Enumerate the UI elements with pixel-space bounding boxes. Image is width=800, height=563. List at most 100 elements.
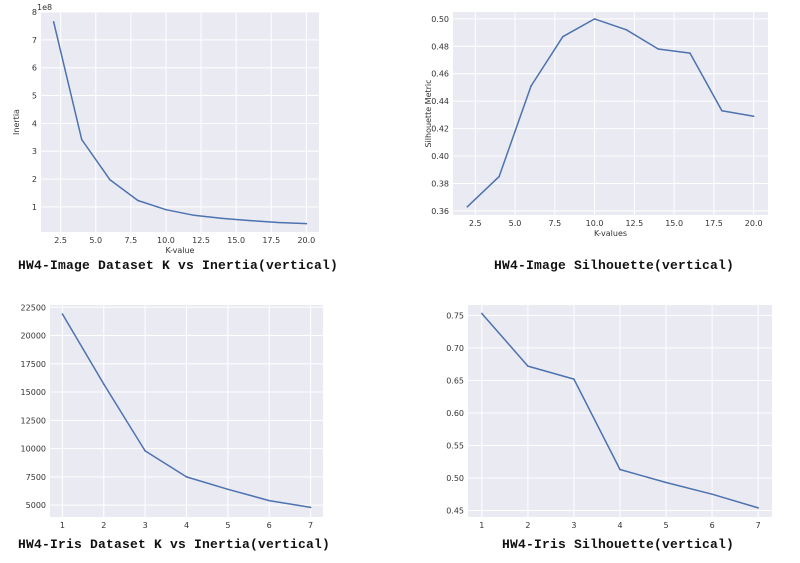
x-tick-label: 20.0 (745, 219, 763, 228)
x-tick-label: 7 (308, 521, 313, 530)
y-tick-label: 2 (32, 175, 37, 184)
data-point (665, 481, 667, 484)
data-point (61, 313, 64, 315)
x-tick-label: 3 (143, 521, 148, 530)
y-tick-label: 0.70 (446, 344, 464, 353)
x-tick-label: 7.5 (124, 236, 137, 245)
series-line (52, 21, 307, 225)
x-tick-label: 4 (184, 521, 189, 530)
y-tick-label: 5000 (26, 501, 46, 510)
x-tick-label: 15.0 (665, 219, 683, 228)
data-point (573, 378, 575, 380)
y-tick-label: 3 (32, 147, 37, 156)
data-point (80, 138, 83, 141)
plot-area (41, 12, 319, 232)
y-tick-label: 0.44 (431, 97, 449, 106)
chart-panel-iris-silhouette: 1 2 3 4 5 6 7 0.45 0.50 0.55 0.60 0.65 0.70 0.75 (400, 290, 800, 540)
chart-iris-inertia: 1 2 3 4 5 6 7 5000 7500 10000 12500 15000 17500 20000… (21, 303, 323, 530)
data-point (657, 48, 660, 50)
data-point (165, 208, 167, 211)
data-point (137, 199, 139, 202)
data-point (689, 52, 691, 54)
y-tick-label: 0.38 (431, 179, 449, 188)
data-point (625, 29, 628, 31)
x-tick-label: 7 (756, 521, 761, 530)
y-tick-label: 6 (32, 64, 37, 73)
data-point (193, 214, 195, 217)
data-point (561, 35, 564, 38)
data-point (530, 85, 532, 87)
y-tick-label: 0.55 (446, 441, 464, 450)
data-point (309, 506, 312, 509)
x-tick-label: 17.5 (262, 236, 280, 245)
data-point (221, 217, 223, 220)
x-tick-label: 5.0 (509, 219, 522, 228)
chart-panel-image-silhouette: 2.5 5.0 7.5 10.0 12.5 15.0 17.5 20.0 0.36 0.38 0.4… (400, 0, 800, 280)
caption-image-silhouette: HW4-Image Silhouette(vertical) (494, 258, 735, 273)
y-tick-label: 22500 (21, 303, 46, 312)
data-point (305, 222, 308, 225)
y-tick-label: 0.65 (446, 376, 464, 385)
x-tick-label: 17.5 (705, 219, 723, 228)
x-axis-label: K-value (166, 246, 195, 255)
y-offset-text: 1e8 (37, 3, 52, 12)
x-tick-label: 10.0 (157, 236, 175, 245)
x-axis-label: K-values (594, 229, 627, 238)
data-point (527, 365, 529, 367)
y-axis-label: Silhouette Metric (424, 79, 433, 147)
y-tick-label: 5 (32, 92, 37, 101)
data-point (277, 221, 280, 224)
chart-panel-iris-inertia: 1 2 3 4 5 6 7 5000 7500 10000 12500 15000 17500 20000… (0, 290, 400, 540)
x-tick-label: 7.5 (548, 219, 561, 228)
x-tick-label: 2 (525, 521, 530, 530)
data-point (757, 507, 759, 509)
y-tick-label: 0.36 (431, 207, 449, 216)
x-tick-label: 10.0 (586, 219, 604, 228)
data-point (108, 178, 111, 181)
chart-panel-image-inertia: 2.5 5.0 7.5 10.0 12.5 15.0 17.5 20.0 1 2 3 4 5 6 7 8 K-v… (0, 0, 400, 280)
data-point (268, 499, 271, 502)
x-tick-label: 5.0 (89, 236, 102, 245)
chart-image-silhouette: 2.5 5.0 7.5 10.0 12.5 15.0 17.5 20.0 0.36 0.38 0.4… (424, 12, 768, 238)
y-tick-label: 0.75 (446, 311, 464, 320)
y-tick-label: 7500 (26, 473, 46, 482)
y-tick-label: 8 (32, 8, 37, 17)
x-tick-label: 6 (267, 521, 272, 530)
data-point (185, 476, 188, 478)
series-line (466, 18, 754, 208)
x-tick-label: 1 (479, 521, 484, 530)
y-tick-label: 15000 (21, 388, 46, 397)
x-tick-label: 12.5 (625, 219, 643, 228)
x-tick-label: 4 (617, 521, 622, 530)
data-point (711, 493, 713, 496)
data-point (102, 383, 105, 385)
x-tick-label: 6 (710, 521, 715, 530)
x-tick-label: 1 (60, 521, 65, 530)
data-point (619, 468, 621, 471)
y-tick-label: 10000 (21, 445, 46, 454)
y-tick-label: 12500 (21, 416, 46, 425)
chart-image-inertia: 2.5 5.0 7.5 10.0 12.5 15.0 17.5 20.0 1 2 3 4 5 6 7 8 K-v… (12, 3, 319, 255)
y-tick-label: 0.60 (446, 409, 464, 418)
x-tick-label: 3 (571, 521, 576, 530)
x-tick-label: 2.5 (469, 219, 482, 228)
data-point (752, 115, 755, 118)
caption-iris-inertia: HW4-Iris Dataset K vs Inertia(vertical) (18, 537, 331, 552)
x-tick-label: 5 (225, 521, 230, 530)
y-tick-label: 20000 (21, 332, 46, 341)
caption-iris-silhouette: HW4-Iris Silhouette(vertical) (502, 537, 735, 552)
x-tick-label: 2.5 (54, 236, 67, 245)
y-tick-label: 0.48 (431, 42, 449, 51)
y-tick-label: 1 (32, 203, 37, 212)
data-point (498, 175, 500, 178)
data-point (721, 109, 723, 112)
y-tick-label: 0.42 (431, 125, 449, 134)
y-tick-label: 7 (32, 36, 37, 45)
caption-image-inertia: HW4-Image Dataset K vs Inertia(vertical) (18, 258, 339, 273)
y-tick-label: 17500 (21, 360, 46, 369)
data-point (593, 18, 596, 20)
x-tick-label: 2 (101, 521, 106, 530)
x-tick-label: 15.0 (227, 236, 245, 245)
plot-area (453, 12, 768, 215)
chart-iris-silhouette: 1 2 3 4 5 6 7 0.45 0.50 0.55 0.60 0.65 0.70 0.75 (446, 305, 772, 530)
